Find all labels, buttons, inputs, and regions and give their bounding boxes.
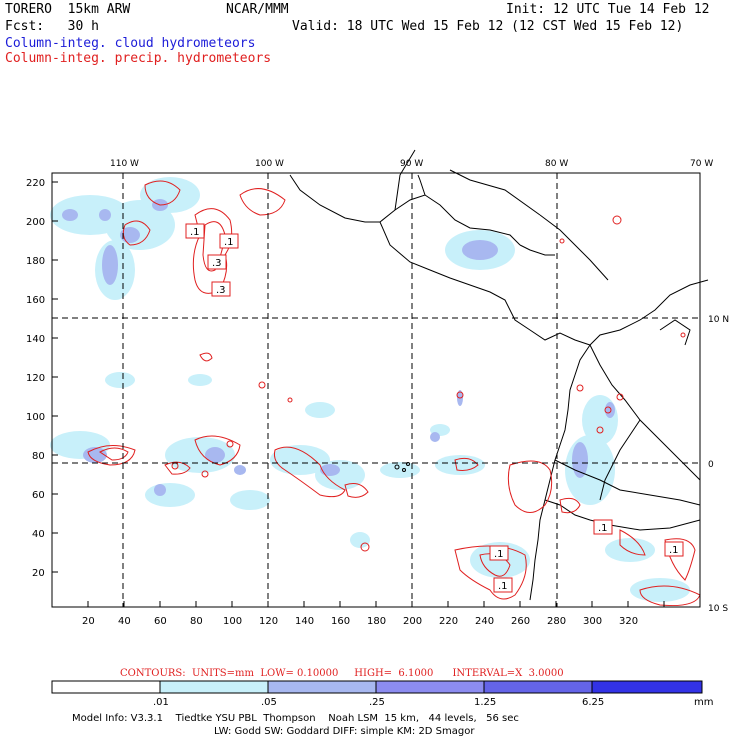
contour-label: .1 <box>494 549 504 560</box>
colorbar-label: .25 <box>369 697 385 708</box>
lon-label: 110 W <box>110 159 139 169</box>
cloud-shading-medium <box>62 199 615 496</box>
x-tick-labels: 20 40 60 80 100 120 140 160 180 200 220 … <box>82 616 638 627</box>
contour-labels: .1 .1 .3 .3 .1 .1 .1 .1 <box>185 223 684 593</box>
colorbar-label: 1.25 <box>474 697 496 708</box>
y-tick-label: 220 <box>26 178 45 189</box>
colorbar-labels: .01 .05 .25 1.25 6.25 mm <box>153 697 713 708</box>
x-tick-label: 40 <box>118 616 131 627</box>
lon-label: 80 W <box>545 159 568 169</box>
model-title: TORERO 15km ARW <box>5 2 131 17</box>
x-tick-label: 160 <box>331 616 350 627</box>
contour-units: CONTOURS: UNITS=mm LOW= 0.10000 <box>120 668 339 679</box>
model-info-line2: LW: Godd SW: Goddard DIFF: simple KM: 2D… <box>214 726 475 737</box>
y-tick-label: 120 <box>26 373 45 384</box>
contour-label: .1 <box>498 581 508 592</box>
contour-label: .3 <box>212 258 222 269</box>
x-tick-label: 60 <box>154 616 167 627</box>
contour-info: CONTOURS: UNITS=mm LOW= 0.10000 HIGH= 6.… <box>120 668 564 679</box>
x-tick-label: 280 <box>547 616 566 627</box>
precip-contours <box>87 180 701 606</box>
longitude-labels: 110 W 100 W 90 W 80 W 70 W <box>110 159 713 169</box>
lon-label: 90 W <box>400 159 423 169</box>
x-tick-label: 100 <box>223 616 242 627</box>
x-tick-label: 120 <box>259 616 278 627</box>
y-tick-label: 100 <box>26 412 45 423</box>
y-tick-label: 20 <box>32 568 45 579</box>
y-tick-label: 60 <box>32 490 45 501</box>
x-tick-label: 140 <box>295 616 314 627</box>
graticule <box>52 173 700 607</box>
contour-high: HIGH= 6.1000 <box>354 668 434 679</box>
colorbar-label: .05 <box>261 697 277 708</box>
lon-label: 100 W <box>255 159 284 169</box>
axis-ticks <box>52 181 665 607</box>
valid-time: Valid: 18 UTC Wed 15 Feb 12 (12 CST Wed … <box>292 19 684 34</box>
x-tick-label: 300 <box>583 616 602 627</box>
latitude-labels: 10 N 0 10 S <box>708 315 729 614</box>
x-tick-label: 260 <box>511 616 530 627</box>
cloud-shading-light <box>50 177 690 602</box>
colorbar-label: .01 <box>153 697 169 708</box>
y-tick-label: 80 <box>32 451 45 462</box>
y-tick-label: 140 <box>26 334 45 345</box>
organization-label: NCAR/MMM <box>226 2 289 17</box>
contour-label: .3 <box>216 285 226 296</box>
contour-interval: INTERVAL=X 3.0000 <box>452 668 564 679</box>
field-precip-label: Column-integ. precip. hydrometeors <box>5 51 272 66</box>
y-tick-label: 40 <box>32 529 45 540</box>
colorbar-units: mm <box>694 697 713 708</box>
x-tick-label: 180 <box>367 616 386 627</box>
y-tick-labels: 20 40 60 80 100 120 140 160 180 200 220 <box>26 178 45 579</box>
y-tick-label: 200 <box>26 217 45 228</box>
colorbar <box>51 680 703 694</box>
field-cloud-label: Column-integ. cloud hydrometeors <box>5 36 256 51</box>
contour-label: .1 <box>224 237 234 248</box>
init-time: Init: 12 UTC Tue 14 Feb 12 <box>506 2 710 17</box>
x-tick-label: 20 <box>82 616 95 627</box>
y-tick-label: 160 <box>26 295 45 306</box>
lat-label: 10 N <box>708 315 729 325</box>
coastlines <box>289 149 709 601</box>
x-tick-label: 220 <box>439 616 458 627</box>
x-tick-label: 80 <box>190 616 203 627</box>
x-tick-label: 320 <box>619 616 638 627</box>
colorbar-label: 6.25 <box>582 697 604 708</box>
forecast-hour: Fcst: 30 h <box>5 19 99 34</box>
x-tick-label: 200 <box>403 616 422 627</box>
contour-label: .1 <box>669 545 679 556</box>
lon-label: 70 W <box>690 159 713 169</box>
lat-label: 0 <box>708 460 714 470</box>
contour-label: .1 <box>190 227 200 238</box>
contour-label: .1 <box>598 523 608 534</box>
x-tick-label: 240 <box>475 616 494 627</box>
y-tick-label: 180 <box>26 256 45 267</box>
lat-label: 10 S <box>708 604 728 614</box>
model-info-line1: Model Info: V3.3.1 Tiedtke YSU PBL Thomp… <box>72 713 519 724</box>
